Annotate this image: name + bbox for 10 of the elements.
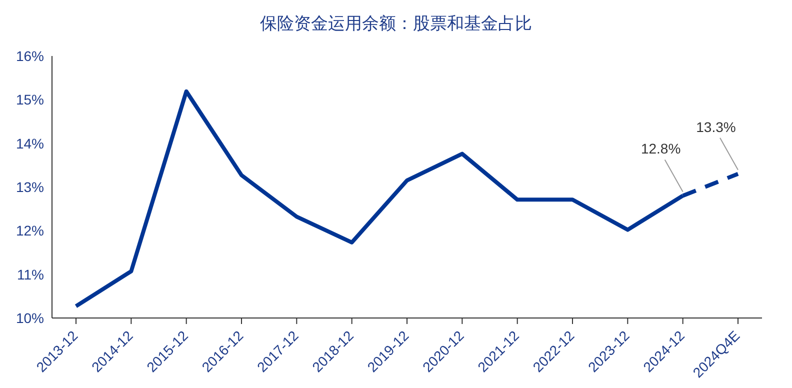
y-tick-label: 13%: [16, 178, 44, 195]
y-tick-label: 14%: [16, 135, 44, 152]
y-tick-label: 15%: [16, 92, 44, 108]
data-label: 12.8%: [640, 140, 681, 157]
data-label: 13.3%: [696, 118, 736, 135]
chart-title: 保险资金运用余额：股票和基金占比: [259, 13, 533, 35]
y-tick-label: 10%: [16, 310, 44, 326]
y-tick-label: 11%: [17, 266, 44, 282]
y-tick-label: 16%: [16, 48, 44, 64]
y-tick-label: 12%: [16, 222, 44, 239]
